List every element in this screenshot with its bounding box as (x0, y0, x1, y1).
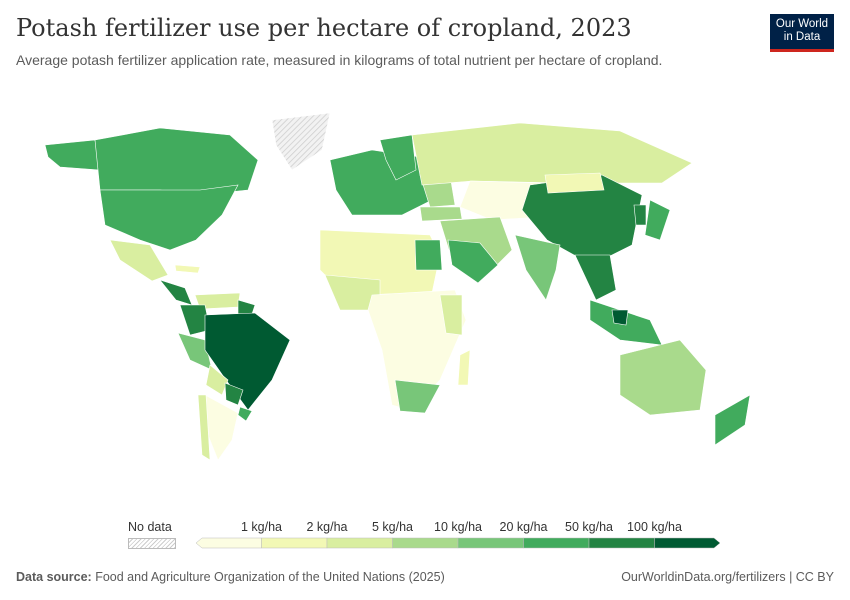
region-paraguay[interactable] (224, 382, 244, 406)
region-chile[interactable] (197, 394, 211, 461)
region-australia[interactable] (619, 339, 707, 416)
region-east-africa[interactable] (439, 294, 463, 336)
data-source-text: Food and Agriculture Organization of the… (95, 570, 445, 584)
world-map[interactable] (0, 95, 850, 515)
region-turkey[interactable] (419, 206, 463, 222)
region-scandinavia[interactable] (379, 134, 417, 181)
legend-bin-0[interactable] (195, 537, 262, 549)
region-saudi-arabia[interactable] (447, 239, 499, 284)
region-southern-africa[interactable] (394, 379, 441, 414)
legend-tick: 2 kg/ha (306, 520, 348, 534)
region-central-asia[interactable] (459, 180, 543, 221)
legend-bin-4[interactable] (457, 537, 524, 549)
data-source-label: Data source: (16, 570, 92, 584)
legend: No data 1 kg/ha 2 kg/ha 5 kg/ha 10 kg/ha 20 … (0, 515, 850, 555)
legend-bar (195, 537, 721, 549)
legend-tick: 100 kg/ha (627, 520, 682, 534)
legend-tick: 1 kg/ha (240, 520, 283, 534)
legend-bin-7[interactable] (654, 537, 721, 549)
legend-bin-6[interactable] (588, 537, 655, 549)
region-mexico[interactable] (109, 239, 169, 282)
data-source: Data source: Food and Agriculture Organi… (16, 570, 445, 584)
legend-bin-5[interactable] (523, 537, 590, 549)
region-southeast-asia[interactable] (574, 254, 617, 301)
legend-tick: 5 kg/ha (371, 520, 414, 534)
legend-bin-3[interactable] (392, 537, 459, 549)
no-data-label: No data (128, 520, 172, 534)
region-greenland[interactable] (271, 112, 331, 171)
region-canada[interactable] (94, 127, 259, 196)
region-alaska[interactable] (44, 139, 101, 171)
region-malaysia[interactable] (611, 309, 629, 326)
legend-tick: 50 kg/ha (565, 520, 613, 534)
region-brazil[interactable] (204, 312, 291, 411)
region-russia[interactable] (411, 122, 693, 186)
region-mongolia[interactable] (544, 172, 605, 194)
region-usa[interactable] (99, 184, 239, 251)
region-argentina[interactable] (204, 394, 239, 461)
region-japan[interactable] (644, 199, 671, 241)
region-china[interactable] (521, 174, 643, 266)
region-korea[interactable] (633, 204, 647, 226)
region-new-zealand[interactable] (714, 394, 751, 446)
legend-bin-1[interactable] (261, 537, 328, 549)
region-caribbean[interactable] (174, 264, 201, 274)
region-egypt[interactable] (414, 239, 443, 271)
legend-bin-2[interactable] (326, 537, 393, 549)
footer-link[interactable]: OurWorldinData.org/fertilizers | CC BY (621, 570, 834, 584)
chart-subtitle: Average potash fertilizer application ra… (16, 52, 663, 68)
no-data-swatch (128, 538, 176, 549)
region-central-america[interactable] (159, 279, 193, 306)
owid-logo[interactable]: Our World in Data (770, 14, 834, 52)
chart-title: Potash fertilizer use per hectare of cro… (16, 14, 632, 42)
legend-tick: 20 kg/ha (499, 520, 548, 534)
region-uruguay[interactable] (237, 406, 253, 422)
region-bolivia[interactable] (205, 364, 229, 396)
legend-tick: 10 kg/ha (434, 520, 482, 534)
region-madagascar[interactable] (457, 349, 471, 386)
region-india[interactable] (514, 234, 561, 301)
